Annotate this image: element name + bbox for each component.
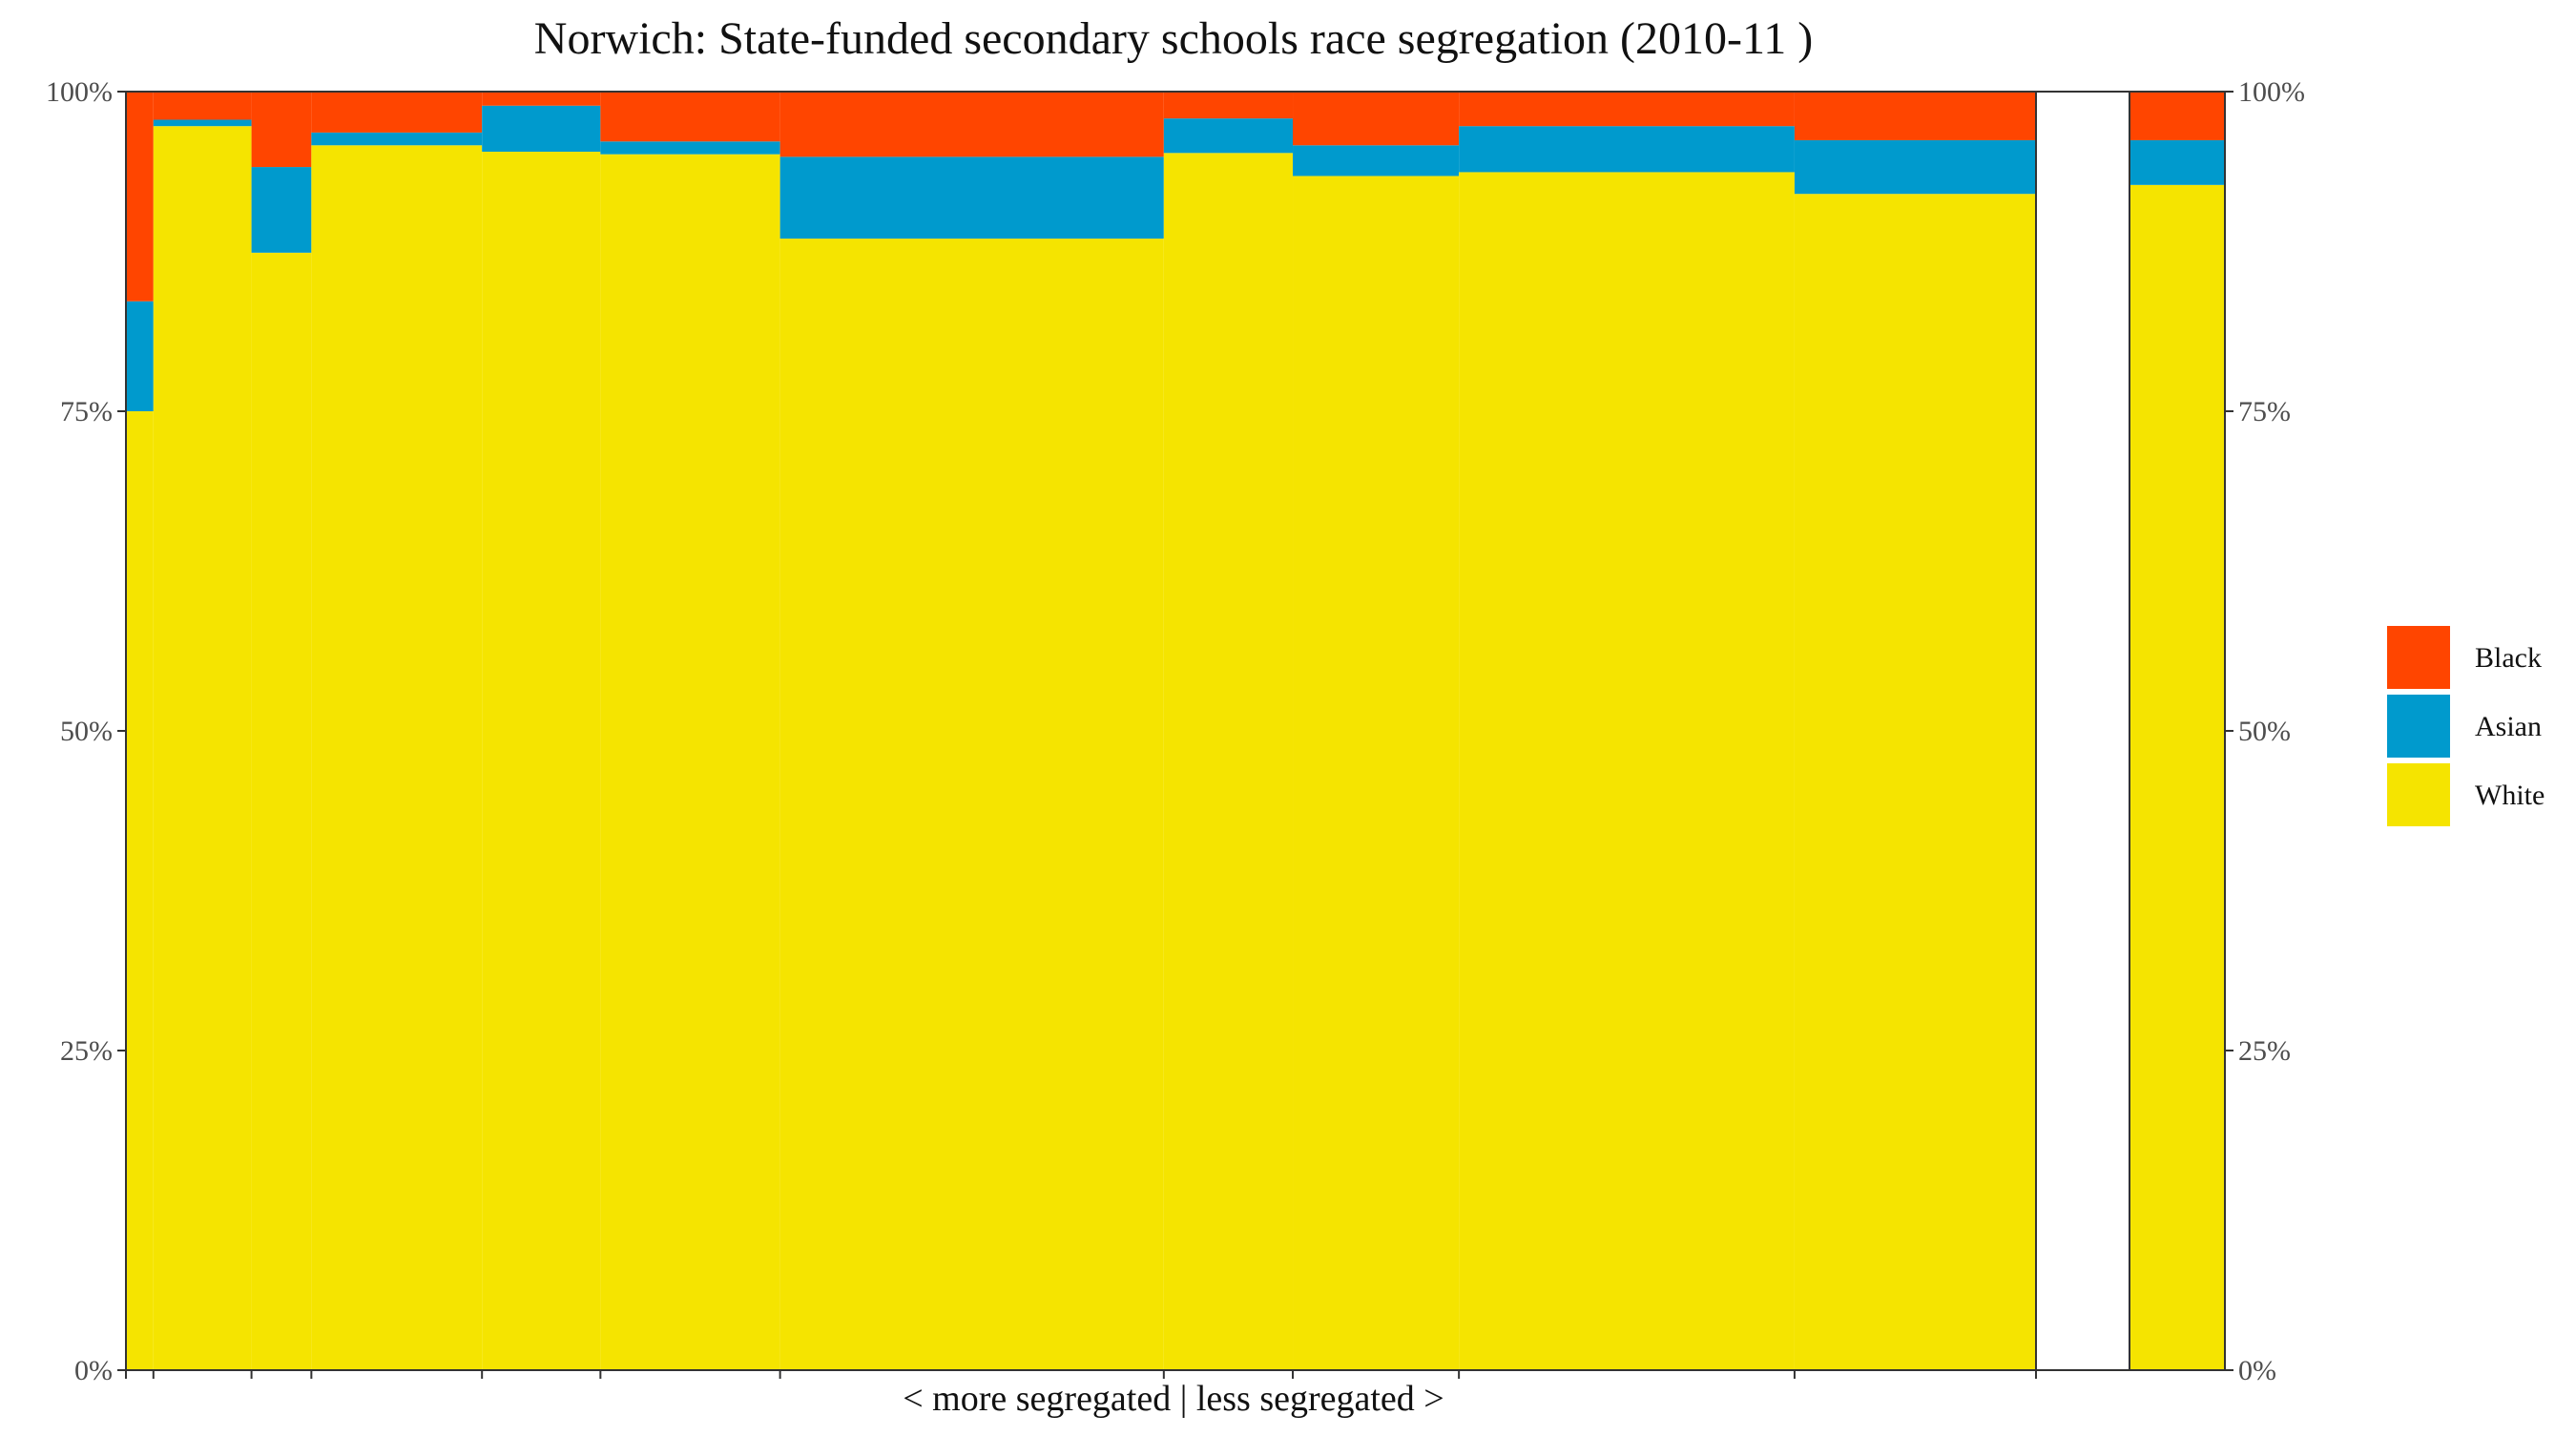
legend-swatch-asian (2387, 695, 2450, 758)
legend-label-black: Black (2475, 642, 2542, 674)
y-tick-label-left: 75% (60, 396, 113, 427)
school-2-white-segment (153, 126, 252, 1371)
school-4-asian-segment (311, 132, 483, 146)
school-11-asian-segment (1794, 139, 2036, 195)
school-10-white-segment (1459, 172, 1795, 1370)
school-8-asian-segment (1163, 118, 1294, 154)
legend-label-white: White (2475, 780, 2545, 811)
school-9-white-segment (1293, 176, 1460, 1371)
school-4-white-segment (311, 145, 483, 1370)
axes: 0% 0% 25% 25% 50% 50% 75% 75% 100% 100% (46, 76, 2305, 1386)
school-3-black-segment (251, 92, 312, 168)
school-1-asian-segment (126, 301, 154, 411)
legend: Black Asian White (2387, 626, 2545, 826)
overall-white-segment (2129, 184, 2225, 1370)
y-tick-label-left: 25% (60, 1035, 113, 1067)
school-6-black-segment (600, 92, 780, 142)
school-11-black-segment (1794, 92, 2036, 140)
y-tick-label-left: 100% (46, 76, 113, 108)
panel-gap (2035, 91, 2130, 1371)
school-3-asian-segment (251, 167, 312, 253)
panel-frames (125, 91, 2226, 1371)
school-4-black-segment (311, 92, 483, 133)
school-1-black-segment (126, 92, 154, 302)
school-10-black-segment (1459, 92, 1795, 127)
y-tick-label-left: 0% (74, 1355, 113, 1386)
school-5-white-segment (482, 151, 601, 1371)
school-6-white-segment (600, 154, 780, 1370)
school-7-asian-segment (779, 156, 1164, 239)
school-bars (126, 92, 2036, 1371)
legend-swatch-white (2387, 763, 2450, 826)
school-1-white-segment (126, 411, 154, 1370)
school-9-asian-segment (1293, 145, 1460, 177)
y-tick-label-right: 0% (2238, 1355, 2276, 1386)
school-11-white-segment (1794, 194, 2036, 1371)
legend-label-asian: Asian (2475, 711, 2542, 742)
school-5-asian-segment (482, 105, 601, 152)
school-10-asian-segment (1459, 126, 1795, 173)
school-2-black-segment (153, 92, 252, 120)
school-7-black-segment (779, 92, 1164, 157)
y-tick-label-right: 100% (2238, 76, 2305, 108)
y-tick-label-right: 25% (2238, 1035, 2291, 1067)
overall-black-segment (2129, 92, 2225, 140)
school-5-black-segment (482, 92, 601, 106)
school-8-white-segment (1163, 153, 1294, 1370)
chart-title: Norwich: State-funded secondary schools … (534, 13, 1813, 64)
school-9-black-segment (1293, 92, 1460, 146)
school-3-white-segment (251, 252, 312, 1371)
y-tick-label-left: 50% (60, 716, 113, 747)
school-2-asian-segment (153, 119, 252, 127)
x-axis-label: < more segregated | less segregated > (903, 1379, 1444, 1419)
y-tick-label-right: 50% (2238, 716, 2291, 747)
school-8-black-segment (1163, 92, 1294, 119)
school-7-white-segment (779, 239, 1164, 1371)
overall-bar (2129, 92, 2225, 1370)
y-tick-label-right: 75% (2238, 396, 2291, 427)
overall-asian-segment (2129, 139, 2225, 185)
school-6-asian-segment (600, 141, 780, 155)
legend-swatch-black (2387, 626, 2450, 689)
